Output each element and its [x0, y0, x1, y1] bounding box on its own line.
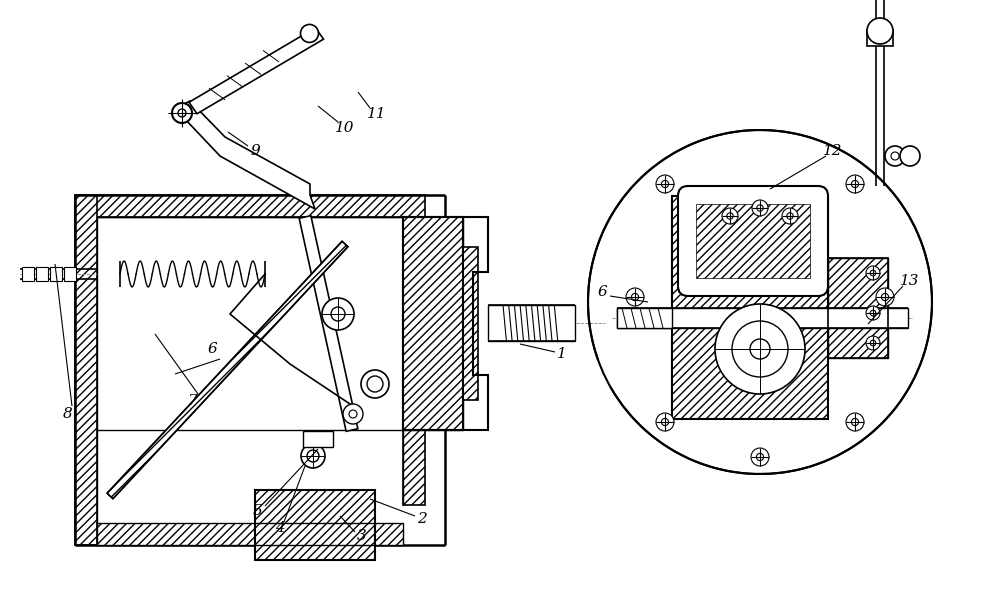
Circle shape — [322, 298, 354, 330]
Circle shape — [846, 413, 864, 431]
Circle shape — [656, 413, 674, 431]
Bar — [255, 490, 375, 560]
Circle shape — [172, 103, 192, 123]
Polygon shape — [107, 241, 348, 499]
Circle shape — [750, 339, 770, 359]
Bar — [828, 258, 888, 358]
Bar — [75, 195, 425, 217]
Bar — [403, 217, 463, 430]
Bar — [617, 308, 672, 328]
Circle shape — [656, 175, 674, 193]
Text: 2: 2 — [417, 512, 427, 526]
Circle shape — [900, 146, 920, 166]
Bar — [50, 267, 62, 281]
Circle shape — [866, 336, 880, 350]
Circle shape — [307, 450, 319, 462]
Circle shape — [851, 419, 859, 426]
Bar — [488, 305, 575, 341]
Text: 7: 7 — [187, 394, 197, 408]
Bar — [828, 258, 888, 358]
Circle shape — [331, 307, 345, 321]
Circle shape — [301, 444, 325, 468]
Bar — [64, 267, 76, 281]
Circle shape — [349, 410, 357, 418]
Text: 11: 11 — [367, 107, 387, 121]
Circle shape — [846, 175, 864, 193]
Circle shape — [876, 288, 894, 306]
Circle shape — [722, 208, 738, 224]
Circle shape — [851, 181, 859, 188]
Circle shape — [715, 304, 805, 394]
Bar — [303, 431, 333, 447]
Text: 6: 6 — [207, 342, 217, 356]
Circle shape — [866, 306, 880, 320]
Text: 6: 6 — [597, 285, 607, 299]
Circle shape — [732, 321, 788, 377]
Circle shape — [727, 213, 733, 219]
Circle shape — [361, 370, 389, 398]
Circle shape — [626, 288, 644, 306]
Circle shape — [867, 18, 893, 44]
Circle shape — [661, 181, 669, 188]
FancyBboxPatch shape — [678, 186, 828, 296]
Text: 1: 1 — [557, 347, 567, 361]
Bar — [867, 30, 893, 46]
Circle shape — [881, 294, 889, 301]
Bar — [672, 196, 828, 419]
Text: 10: 10 — [335, 121, 355, 135]
Bar — [255, 490, 375, 560]
Circle shape — [343, 404, 363, 424]
Bar — [36, 267, 48, 281]
Text: 12: 12 — [823, 144, 843, 158]
Circle shape — [870, 310, 876, 316]
Bar — [403, 217, 463, 430]
Circle shape — [866, 266, 880, 280]
Polygon shape — [299, 216, 358, 431]
Circle shape — [631, 294, 639, 301]
Circle shape — [787, 213, 793, 219]
Bar — [617, 308, 908, 328]
Text: 5: 5 — [253, 504, 263, 518]
Circle shape — [751, 448, 769, 466]
Circle shape — [752, 200, 768, 216]
Polygon shape — [189, 28, 324, 114]
Circle shape — [885, 146, 905, 166]
Bar — [75, 195, 97, 545]
Text: 13: 13 — [900, 274, 920, 288]
Circle shape — [367, 376, 383, 392]
Polygon shape — [403, 217, 478, 430]
Text: 4: 4 — [275, 521, 285, 535]
Circle shape — [870, 270, 876, 276]
Circle shape — [756, 454, 764, 461]
Bar — [97, 523, 403, 545]
Bar — [672, 196, 828, 419]
Bar — [22, 267, 34, 281]
Circle shape — [870, 340, 876, 346]
Circle shape — [891, 152, 899, 160]
Circle shape — [757, 205, 763, 211]
Circle shape — [300, 24, 318, 42]
Circle shape — [782, 208, 798, 224]
Text: 3: 3 — [357, 529, 367, 543]
Text: 8: 8 — [63, 407, 73, 421]
Bar — [403, 217, 425, 505]
Circle shape — [178, 109, 186, 117]
Polygon shape — [178, 101, 315, 209]
Text: 9: 9 — [250, 144, 260, 158]
Bar — [696, 204, 810, 278]
Circle shape — [661, 419, 669, 426]
